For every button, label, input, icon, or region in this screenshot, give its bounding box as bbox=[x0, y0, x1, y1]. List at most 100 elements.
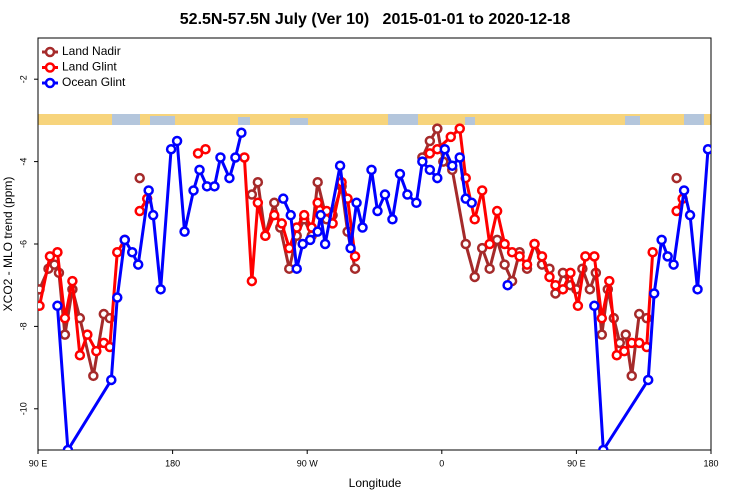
data-point bbox=[432, 123, 443, 134]
data-point bbox=[372, 205, 383, 217]
data-point bbox=[179, 226, 190, 237]
data-point bbox=[514, 251, 525, 262]
data-point bbox=[52, 246, 63, 258]
data-point bbox=[484, 263, 495, 274]
data-point bbox=[67, 275, 78, 287]
data-point bbox=[424, 135, 436, 147]
data-point bbox=[188, 185, 199, 196]
map-strip bbox=[38, 114, 711, 125]
data-point bbox=[411, 197, 422, 209]
legend-marker bbox=[44, 77, 56, 89]
data-point bbox=[499, 259, 510, 270]
data-point bbox=[119, 234, 130, 246]
data-point bbox=[439, 143, 451, 155]
data-point bbox=[491, 234, 503, 246]
data-point bbox=[424, 148, 436, 159]
data-point bbox=[596, 312, 608, 324]
data-point bbox=[165, 143, 177, 155]
data-point bbox=[88, 370, 99, 382]
data-point bbox=[246, 189, 258, 200]
legend-marker bbox=[44, 46, 56, 58]
y-tick-label: -10 bbox=[18, 402, 28, 415]
data-point bbox=[155, 284, 166, 295]
y-axis-label: XCO2 - MLO trend (ppm) bbox=[1, 177, 15, 312]
data-point bbox=[466, 197, 477, 209]
data-point bbox=[702, 143, 711, 155]
data-point bbox=[550, 279, 561, 291]
data-point bbox=[252, 197, 264, 209]
data-point bbox=[143, 185, 154, 196]
data-point bbox=[656, 234, 667, 246]
data-point bbox=[134, 172, 145, 184]
x-tick-label: 90 W bbox=[297, 458, 319, 468]
x-tick-label: 180 bbox=[703, 458, 718, 468]
data-point bbox=[269, 197, 280, 209]
data-point bbox=[565, 267, 576, 279]
data-point bbox=[246, 275, 258, 287]
data-point bbox=[536, 251, 548, 262]
data-point bbox=[82, 329, 93, 340]
data-point bbox=[59, 312, 71, 324]
plot-area bbox=[38, 123, 711, 450]
data-point bbox=[134, 205, 145, 217]
x-tick-label: 0 bbox=[439, 458, 444, 468]
x-tick-label: 180 bbox=[165, 458, 180, 468]
data-point bbox=[334, 160, 346, 171]
data-point bbox=[379, 189, 391, 200]
data-point bbox=[402, 189, 413, 200]
data-point bbox=[147, 209, 159, 221]
data-point bbox=[671, 172, 682, 184]
data-point bbox=[38, 300, 45, 312]
data-point bbox=[291, 263, 302, 274]
data-point bbox=[484, 238, 495, 250]
data-point bbox=[502, 279, 513, 291]
data-point bbox=[633, 337, 645, 349]
data-point bbox=[604, 275, 615, 287]
legend-label: Land Nadir bbox=[62, 44, 121, 58]
data-point bbox=[633, 308, 645, 320]
plot-frame bbox=[37, 37, 712, 451]
data-point bbox=[285, 209, 296, 221]
data-point bbox=[312, 197, 323, 209]
x-axis-label: Longitude bbox=[349, 476, 402, 490]
data-point bbox=[312, 226, 323, 237]
data-point bbox=[529, 238, 540, 250]
data-point bbox=[469, 214, 480, 225]
data-point bbox=[506, 246, 518, 258]
x-tick-label: 90 E bbox=[29, 458, 48, 468]
data-point bbox=[215, 152, 226, 163]
data-point bbox=[366, 164, 377, 176]
data-point bbox=[445, 131, 457, 143]
data-point bbox=[447, 160, 458, 171]
data-point bbox=[584, 284, 596, 295]
data-point bbox=[297, 238, 308, 250]
data-point bbox=[521, 259, 533, 270]
data-point bbox=[469, 271, 480, 283]
y-tick-label: -2 bbox=[18, 75, 28, 83]
data-point bbox=[678, 185, 690, 196]
data-point bbox=[209, 181, 220, 192]
y-tick-label: -8 bbox=[18, 322, 28, 330]
data-point bbox=[692, 284, 703, 295]
data-point bbox=[454, 123, 465, 134]
data-point bbox=[589, 251, 600, 262]
data-point bbox=[319, 238, 331, 250]
data-point bbox=[284, 242, 295, 254]
data-point bbox=[192, 148, 204, 159]
legend-label: Land Glint bbox=[62, 60, 117, 74]
data-point bbox=[91, 345, 102, 357]
data-point bbox=[647, 246, 658, 258]
data-point bbox=[499, 238, 510, 250]
data-point bbox=[345, 242, 356, 254]
data-point bbox=[351, 197, 362, 209]
x-tick-label: 90 E bbox=[567, 458, 586, 468]
data-point bbox=[394, 168, 406, 180]
data-point bbox=[580, 251, 591, 262]
data-point bbox=[260, 230, 271, 242]
data-point bbox=[417, 156, 428, 167]
data-point bbox=[454, 152, 465, 163]
data-point bbox=[304, 234, 316, 246]
data-point bbox=[252, 176, 264, 188]
data-point bbox=[476, 185, 488, 196]
data-point bbox=[106, 374, 117, 386]
